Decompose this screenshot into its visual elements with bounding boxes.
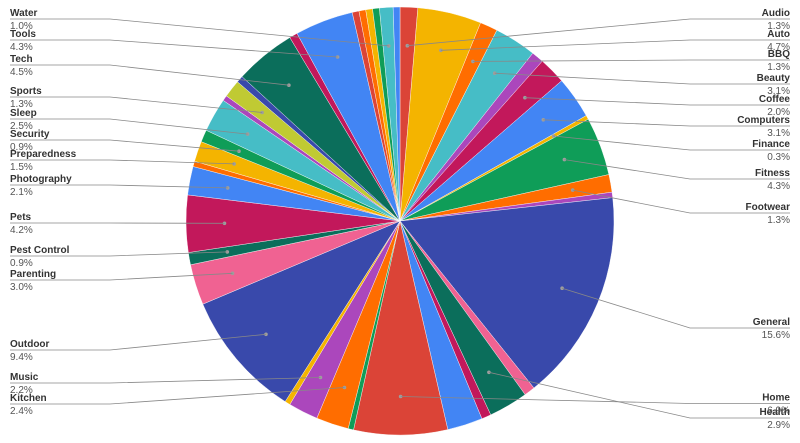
slice-value: 2.5% [10,121,33,132]
slice-value: 1.0% [10,21,33,32]
leader-line [10,251,228,257]
leader-line [494,72,790,85]
leader-line [10,18,389,47]
slice-label: Water [10,8,38,19]
leader-line [10,377,321,384]
slice-value: 1.3% [10,99,33,110]
slice-label: Music [10,372,39,383]
slice-label: Health [759,407,790,418]
pie-slices [185,6,615,436]
slice-label: Sports [10,86,42,97]
slice-value: 2.1% [10,187,33,198]
slice-value: 2.4% [10,406,33,417]
pie-slice-general[interactable] [399,197,615,389]
slice-label: Security [10,129,50,140]
slice-value: 15.6% [762,330,790,341]
leader-line [10,96,263,113]
slice-label: Auto [767,29,790,40]
slice-value: 2.9% [767,420,790,431]
label-dot [287,83,291,87]
slice-label: Pest Control [10,245,70,256]
slice-value: 1.3% [767,62,790,73]
leader-line [10,184,228,189]
slice-value: 0.9% [10,142,33,153]
slice-label: Fitness [755,168,790,179]
slice-value: 4.3% [767,181,790,192]
slice-value: 6.9% [767,405,790,416]
slice-value: 0.9% [10,258,33,269]
leader-line [407,18,790,47]
leader-line [10,139,240,152]
slice-value: 1.3% [767,215,790,226]
slice-label: Parenting [10,269,56,280]
pie-slice-water-spacer[interactable] [392,6,401,222]
slice-label: Sleep [10,108,37,119]
leader-line [10,118,248,135]
slice-label: Home [762,392,790,403]
leader-line [10,387,345,405]
leader-line [472,59,790,62]
leader-line [440,39,790,51]
leader-line [572,189,790,214]
slice-label: Finance [752,139,790,150]
label-dot [260,110,264,115]
leader-line [10,39,338,58]
label-dot [335,55,340,59]
leader-line [561,287,790,329]
slice-label: Photography [10,174,72,185]
slice-value: 9.4% [10,352,33,363]
slice-value: 0.3% [767,152,790,163]
leader-line [10,272,233,281]
pie-labels: Audio1.3%Auto4.7%BBQ1.3%Beauty3.1%Coffee… [10,8,790,431]
slice-value: 4.5% [10,67,33,78]
leader-line [524,97,790,106]
slice-label: Coffee [759,94,791,105]
slice-value: 4.7% [767,42,790,53]
slice-label: BBQ [768,49,790,60]
slice-value: 3.0% [10,282,33,293]
leader-line [553,135,790,151]
leader-line [10,333,267,351]
slice-value: 1.3% [767,21,790,32]
slice-label: General [753,317,790,328]
slice-label: Tech [10,54,33,65]
slice-label: Outdoor [10,339,50,350]
slice-label: Pets [10,212,32,223]
slice-label: Kitchen [10,393,47,404]
leader-line [543,119,790,127]
pie-slice-outdoor[interactable] [202,220,401,402]
slice-label: Beauty [757,73,791,84]
leader-line [10,64,289,86]
slice-label: Computers [737,115,790,126]
slice-value: 2.2% [10,385,33,396]
leader-line [564,159,790,180]
slice-value: 4.3% [10,42,33,53]
slice-value: 1.5% [10,162,33,173]
leader-line [400,396,790,404]
slice-value: 3.1% [767,128,790,139]
slice-label: Audio [762,8,790,19]
slice-label: Footwear [746,202,791,213]
slice-value: 3.1% [767,86,790,97]
slice-label: Preparedness [10,149,77,160]
slice-value: 2.0% [767,107,790,118]
slice-label: Tools [10,29,36,40]
leader-line [10,159,235,165]
leader-line [488,371,790,419]
slice-value: 4.2% [10,225,33,236]
